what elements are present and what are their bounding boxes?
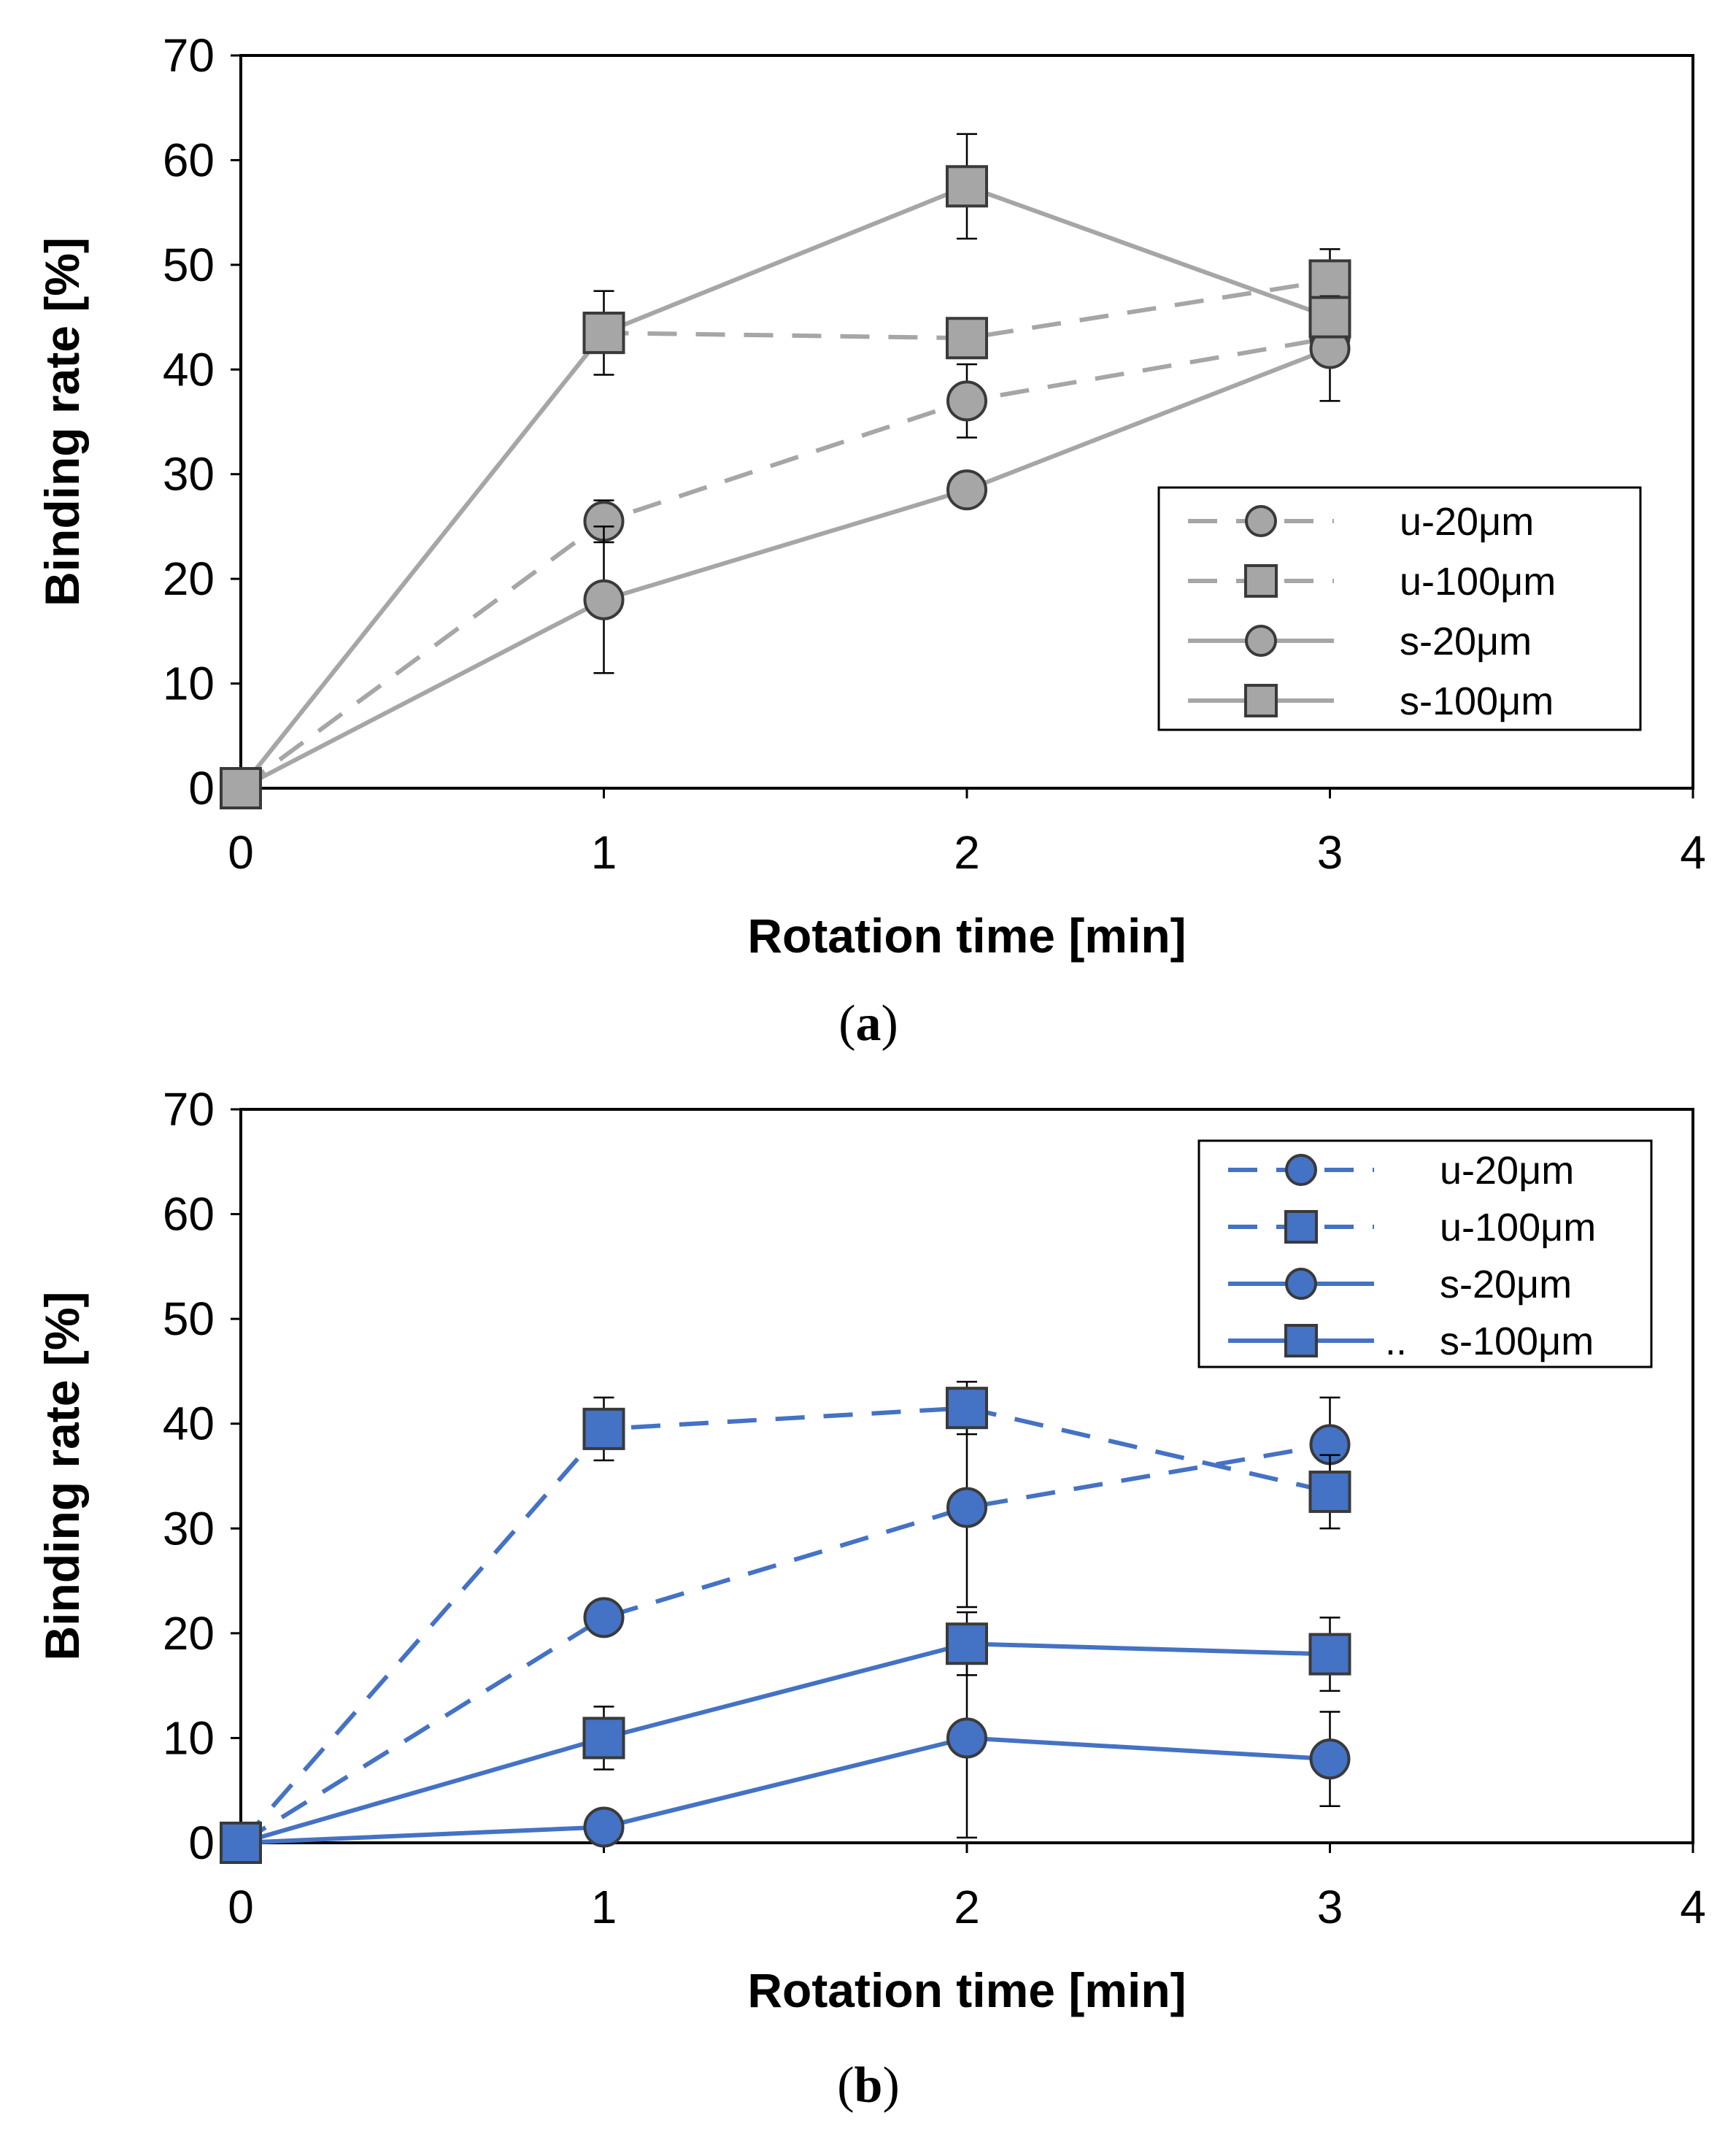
x-tick-label: 3	[1317, 1881, 1343, 1933]
x-tick-label: 1	[591, 826, 617, 879]
caption-letter: a	[856, 995, 881, 1052]
series-line	[239, 1442, 1331, 1845]
legend-label: s-100μm	[1400, 679, 1554, 723]
data-point	[1308, 1471, 1351, 1514]
legend-swatch-marker	[1284, 1210, 1318, 1244]
caption-letter: b	[855, 2057, 883, 2114]
legend-swatch-marker	[1284, 1324, 1318, 1357]
series-line	[239, 184, 1331, 790]
legend-swatch-marker	[1245, 625, 1277, 657]
data-point	[582, 312, 625, 355]
y-tick-label: 0	[188, 762, 215, 814]
legend-label: u-100μm	[1400, 560, 1556, 604]
x-axis-title: Rotation time [min]	[747, 909, 1186, 963]
x-axis-title: Rotation time [min]	[747, 1963, 1186, 2017]
caption-open-paren: (	[838, 995, 855, 1052]
legend-label: s-20μm	[1440, 1263, 1572, 1306]
y-tick-label: 50	[163, 239, 215, 291]
data-point	[1308, 296, 1351, 339]
legend-label: s-20μm	[1400, 620, 1532, 663]
legend-swatch-marker	[1244, 564, 1278, 598]
data-point	[583, 1597, 625, 1638]
y-tick-label: 40	[163, 343, 215, 396]
y-tick-label: 10	[163, 658, 215, 710]
caption-close-paren: )	[881, 995, 898, 1052]
data-point	[946, 1622, 988, 1665]
legend-box	[1197, 1139, 1653, 1368]
y-tick-label: 70	[163, 1083, 215, 1136]
data-point	[583, 1806, 625, 1848]
x-tick-label: 0	[228, 1881, 254, 1933]
data-point	[220, 767, 262, 809]
legend-swatch-marker	[1285, 1268, 1317, 1300]
legend-prefix: ..	[1385, 1320, 1407, 1363]
legend-label: s-100μm	[1440, 1320, 1594, 1363]
x-tick-label: 2	[954, 826, 980, 879]
x-tick-label: 0	[228, 826, 254, 879]
y-tick-label: 60	[163, 134, 215, 186]
legend-swatch-marker	[1245, 505, 1277, 537]
x-tick-label: 3	[1317, 826, 1343, 879]
data-point	[582, 1717, 625, 1760]
series-line	[240, 1736, 1330, 1845]
panel-caption: (a)	[838, 995, 898, 1052]
y-tick-label: 50	[163, 1293, 215, 1345]
y-tick-label: 10	[163, 1711, 215, 1764]
data-point	[1308, 259, 1351, 302]
caption-close-paren: )	[882, 2057, 899, 2114]
data-point	[946, 165, 988, 208]
data-point	[1309, 1738, 1351, 1780]
legend: u-20μm u-100μm s-20μm.. s-100μm	[1197, 1139, 1653, 1368]
legend-label: u-20μm	[1400, 500, 1534, 544]
y-tick-label: 40	[163, 1398, 215, 1450]
data-point	[946, 1487, 987, 1528]
y-tick-label: 0	[188, 1817, 215, 1869]
y-tick-label: 20	[163, 1607, 215, 1660]
data-point	[583, 579, 625, 620]
panel-caption: (b)	[837, 2057, 900, 2114]
legend-label: u-100μm	[1440, 1206, 1596, 1249]
data-point	[946, 380, 987, 422]
y-tick-label: 20	[163, 552, 215, 605]
y-tick-label: 30	[163, 448, 215, 501]
data-point	[946, 1387, 988, 1430]
data-point	[946, 317, 988, 360]
series-s-100um	[220, 133, 1351, 809]
series-s-100um	[220, 1611, 1351, 1864]
y-tick-label: 60	[163, 1188, 215, 1241]
data-point	[946, 1717, 987, 1759]
series-line	[239, 1406, 1331, 1844]
y-axis-title: Binding rate [%]	[35, 1292, 89, 1661]
legend-label: u-20μm	[1440, 1149, 1574, 1193]
series-line	[239, 336, 1331, 790]
y-tick-label: 30	[163, 1502, 215, 1555]
legend-box	[1157, 486, 1642, 731]
x-tick-label: 1	[591, 1881, 617, 1933]
data-point	[582, 1407, 625, 1450]
data-point	[1308, 1633, 1351, 1676]
x-tick-label: 4	[1680, 826, 1706, 879]
y-axis-title: Binding rate [%]	[35, 237, 89, 606]
x-tick-label: 4	[1680, 1881, 1706, 1933]
data-point	[946, 469, 987, 511]
y-tick-label: 70	[163, 29, 215, 82]
data-point	[220, 1822, 262, 1864]
legend-swatch-marker	[1285, 1154, 1317, 1186]
x-tick-label: 2	[954, 1881, 980, 1933]
series-line	[240, 1641, 1330, 1845]
caption-open-paren: (	[837, 2057, 854, 2114]
legend: u-20μm u-100μm s-20μm s-100μm	[1157, 486, 1642, 731]
series-line	[239, 346, 1331, 790]
legend-swatch-marker	[1244, 684, 1278, 717]
